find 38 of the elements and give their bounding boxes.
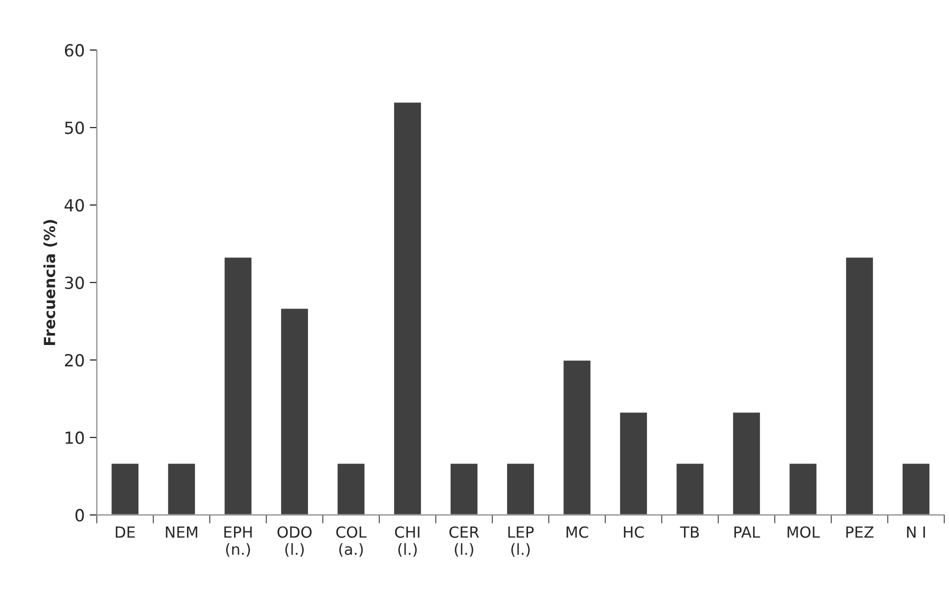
y-tick-label: 40	[64, 198, 84, 212]
x-tick-label: CHI (l.)	[395, 526, 420, 557]
x-tick-label: MC	[566, 526, 588, 538]
x-tick-label: DE	[116, 526, 135, 538]
x-tick-label: HC	[624, 526, 644, 538]
bar	[110, 462, 140, 515]
x-tick-label: EPH (n.)	[224, 526, 252, 557]
x-tick-label: MOL	[788, 526, 820, 538]
bar	[392, 101, 422, 515]
y-tick-label: 60	[64, 44, 84, 57]
bar	[618, 411, 648, 515]
y-tick-label: 0	[75, 508, 84, 522]
y-tick-label: 30	[65, 276, 84, 290]
x-tick-label: N I	[907, 526, 925, 538]
bar	[166, 462, 196, 515]
bar	[280, 307, 310, 515]
x-tick-label: PEZ	[846, 526, 874, 538]
y-tick-label: 10	[66, 431, 84, 444]
bar	[223, 256, 253, 515]
y-tick-label: 50	[65, 122, 84, 134]
x-tick-label: COL (a.)	[336, 526, 367, 557]
y-tick-label: 20	[65, 354, 84, 367]
bar	[901, 462, 931, 515]
bar	[562, 359, 592, 515]
bar	[788, 462, 818, 515]
bar	[732, 411, 762, 515]
x-tick-label: LEP (l.)	[508, 526, 534, 557]
x-tick-label: ODO (l.)	[277, 526, 312, 557]
bar	[336, 462, 366, 515]
y-axis-title: Frecuencia (%)	[43, 220, 58, 345]
x-tick-label: PAL	[734, 526, 760, 538]
x-tick-label: NEM	[166, 526, 198, 538]
x-tick-label: TB	[680, 526, 699, 538]
bar	[675, 462, 705, 515]
bar	[449, 462, 479, 515]
bar	[844, 256, 874, 515]
bar	[506, 462, 536, 515]
x-tick-label: CER (l.)	[449, 526, 480, 557]
